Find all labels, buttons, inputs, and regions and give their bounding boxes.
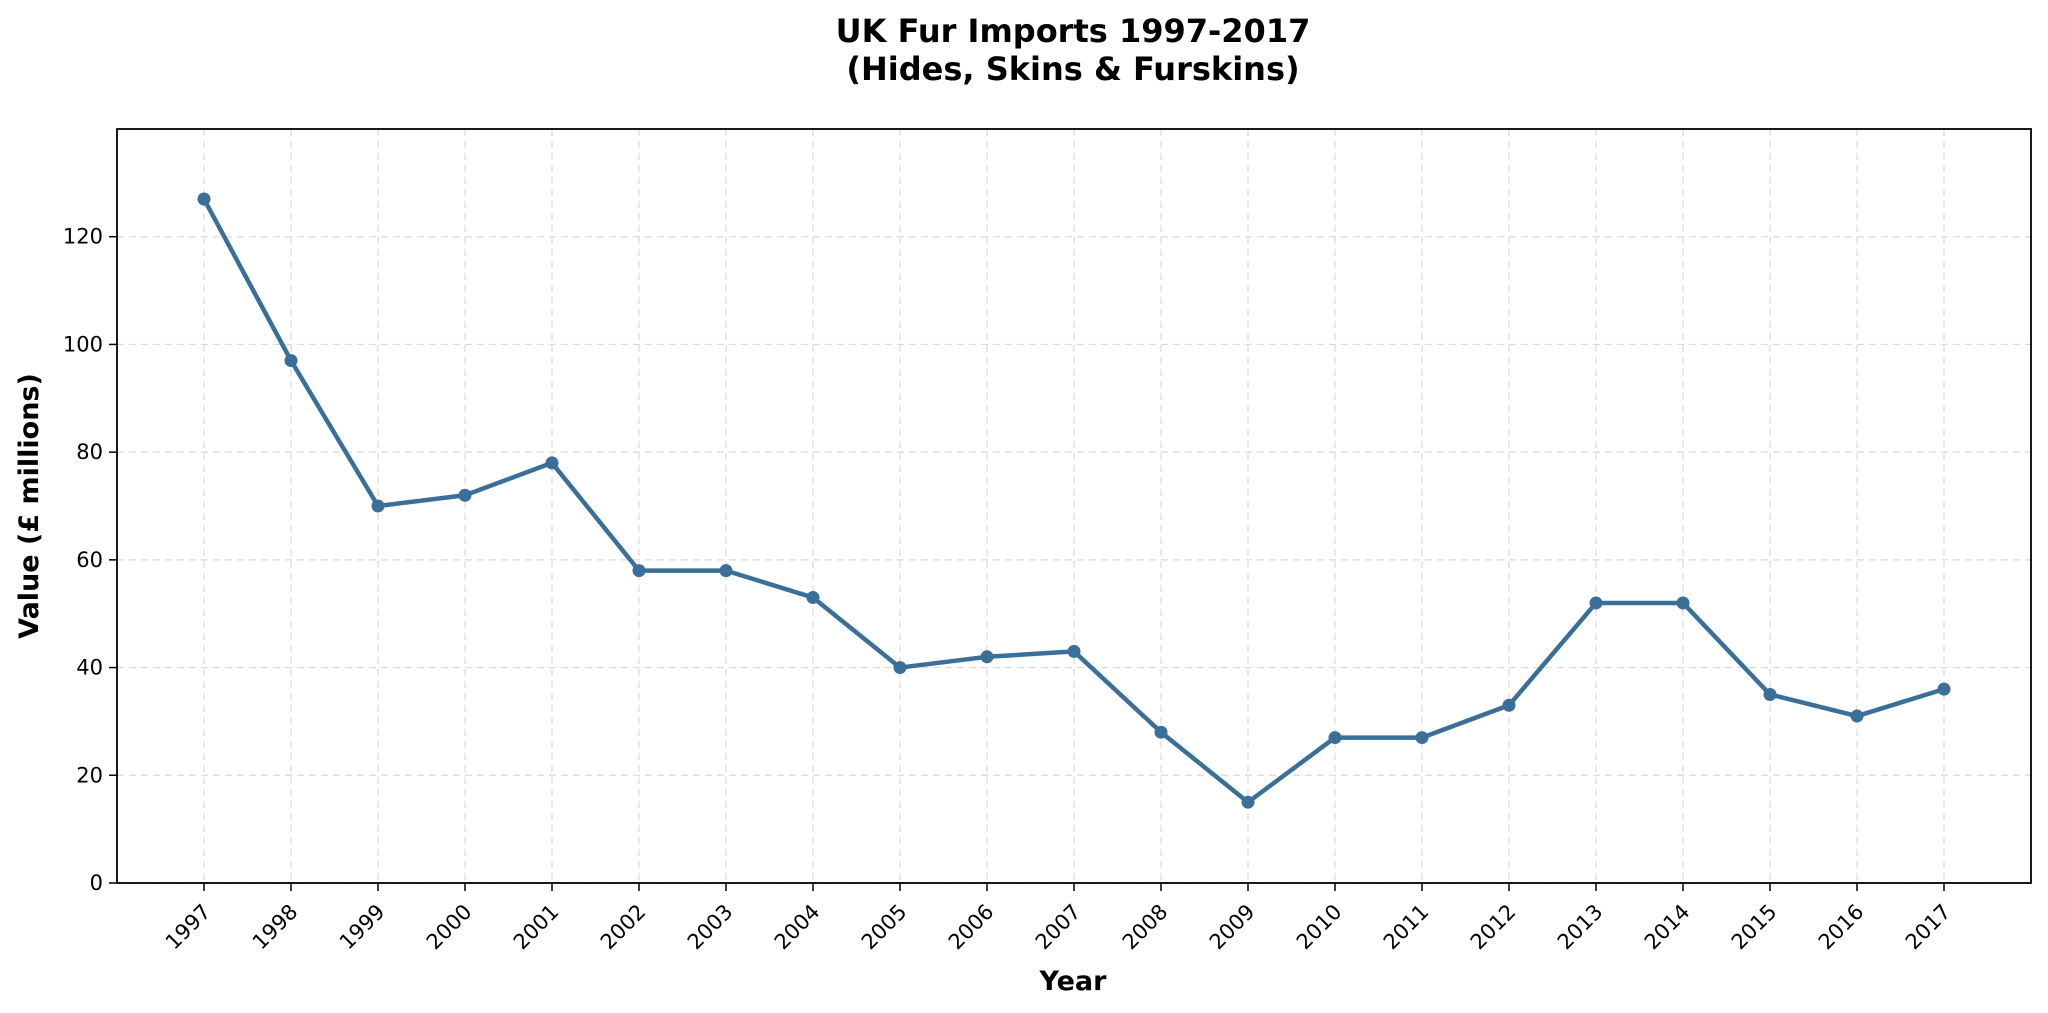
chart-title-line-2: (Hides, Skins & Furskins) <box>846 50 1299 88</box>
x-tick-label: 2010 <box>1292 900 1347 955</box>
x-tick-label: 2008 <box>1118 900 1173 955</box>
data-point <box>1067 644 1081 658</box>
data-point <box>1937 682 1951 696</box>
y-tick-label: 20 <box>76 763 103 787</box>
x-tick-label: 2015 <box>1727 900 1782 955</box>
x-tick-label: 2002 <box>596 900 651 955</box>
x-tick-label: 1999 <box>335 900 390 955</box>
x-tick-label: 2005 <box>857 900 912 955</box>
x-tick-label: 1997 <box>161 900 216 955</box>
x-tick-label: 2007 <box>1031 900 1086 955</box>
data-point <box>632 564 646 578</box>
data-point <box>1589 596 1603 610</box>
x-tick-label: 2000 <box>422 900 477 955</box>
x-tick-label: 1998 <box>248 900 303 955</box>
grid-lines <box>117 129 2031 884</box>
x-tick-label: 2014 <box>1640 900 1695 955</box>
data-point <box>1241 795 1255 809</box>
chart-title-line-1: UK Fur Imports 1997-2017 <box>836 12 1311 50</box>
data-point <box>1328 731 1342 745</box>
data-point <box>284 354 298 368</box>
data-point <box>458 488 472 502</box>
data-point <box>1850 709 1864 723</box>
plot-frame <box>116 128 2032 884</box>
x-tick-label: 2017 <box>1901 900 1956 955</box>
data-point <box>1415 731 1429 745</box>
y-tick-label: 120 <box>63 225 103 249</box>
x-tick-label: 2001 <box>509 900 564 955</box>
x-axis-label: Year <box>1039 966 1108 997</box>
series-layer <box>197 192 1951 809</box>
data-point <box>980 650 994 664</box>
y-tick-label: 80 <box>76 440 103 464</box>
x-tick-label: 2006 <box>944 900 999 955</box>
y-tick-label: 60 <box>76 548 103 572</box>
x-tick-label: 2009 <box>1205 900 1260 955</box>
y-axis-label: Value (£ millions) <box>14 373 45 639</box>
y-tick-label: 40 <box>76 656 103 680</box>
x-tick-label: 2013 <box>1553 900 1608 955</box>
data-point <box>1763 688 1777 701</box>
y-tick-label: 0 <box>90 871 103 895</box>
data-point <box>545 456 559 470</box>
data-point <box>197 192 211 206</box>
axes: 0 20 40 60 80 100 120 1997 1998 1999 2000 2001 2002 2… <box>63 128 2032 955</box>
data-point <box>806 591 820 605</box>
x-tick-label: 2012 <box>1466 900 1521 955</box>
x-tick-label: 2016 <box>1814 900 1869 955</box>
data-point <box>719 564 733 578</box>
x-tick-label: 2004 <box>770 900 825 955</box>
data-point <box>371 499 385 513</box>
y-tick-label: 100 <box>63 332 103 356</box>
data-point <box>1502 698 1516 712</box>
x-tick-label: 2003 <box>683 900 738 955</box>
x-tick-label: 2011 <box>1379 900 1434 955</box>
data-point <box>1676 596 1690 610</box>
data-point <box>1154 725 1168 739</box>
data-point <box>893 661 907 675</box>
